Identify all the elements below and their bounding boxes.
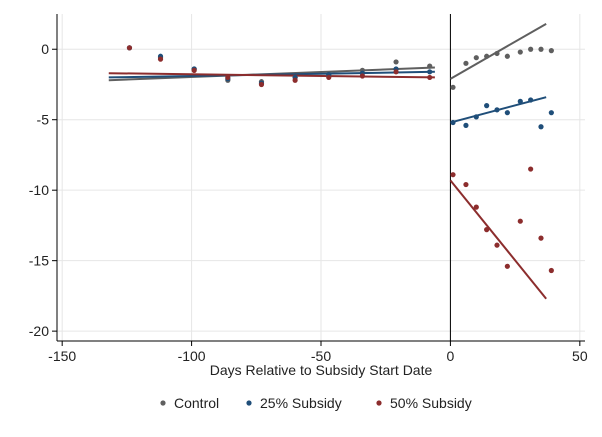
x-tick-label: 0	[447, 348, 455, 364]
data-point-25-subsidy	[484, 103, 490, 109]
data-point-50-subsidy	[494, 242, 500, 248]
legend-marker-control	[160, 400, 166, 406]
data-point-25-subsidy	[494, 107, 500, 113]
x-tick-label: -150	[48, 348, 76, 364]
data-point-50-subsidy	[548, 267, 554, 274]
data-point-25-subsidy	[427, 69, 433, 75]
legend-label-control: Control	[174, 395, 219, 411]
data-point-control	[473, 55, 479, 61]
data-point-50-subsidy	[517, 218, 523, 224]
data-point-50-subsidy	[326, 74, 332, 81]
data-point-50-subsidy	[359, 73, 366, 79]
data-point-25-subsidy	[538, 124, 544, 130]
data-point-50-subsidy	[504, 263, 510, 269]
data-point-50-subsidy	[450, 172, 456, 178]
data-point-50-subsidy	[258, 81, 265, 88]
data-point-50-subsidy	[484, 227, 490, 233]
data-point-control	[484, 53, 490, 59]
data-point-50-subsidy	[126, 45, 133, 51]
x-axis-title: Days Relative to Subsidy Start Date	[210, 362, 433, 378]
data-point-25-subsidy	[548, 110, 554, 116]
legend-marker-25-subsidy	[246, 400, 252, 406]
y-tick-label: -15	[29, 253, 49, 269]
data-point-50-subsidy	[427, 74, 433, 81]
x-tick-label: 50	[572, 348, 588, 364]
data-point-control	[494, 50, 500, 57]
data-point-control	[517, 49, 523, 55]
grid	[57, 14, 585, 341]
data-point-25-subsidy	[450, 119, 456, 126]
data-point-control	[427, 63, 433, 69]
legend-label-50-subsidy: 50% Subsidy	[390, 395, 472, 411]
data-point-25-subsidy	[517, 98, 523, 104]
pre-fit-line-50-subsidy	[108, 72, 435, 79]
data-point-50-subsidy	[528, 166, 534, 172]
data-point-50-subsidy	[393, 69, 399, 75]
data-point-50-subsidy	[292, 77, 298, 83]
data-point-control	[538, 46, 544, 52]
data-point-50-subsidy	[463, 181, 469, 188]
data-point-control	[450, 84, 456, 90]
data-point-50-subsidy	[225, 74, 231, 81]
data-point-25-subsidy	[528, 97, 534, 103]
x-tick-label: -50	[311, 348, 331, 364]
data-point-50-subsidy	[191, 67, 197, 73]
data-point-control	[504, 53, 510, 59]
y-tick-label: 0	[41, 41, 49, 57]
legend: Control 25% Subsidy 50% Subsidy	[160, 395, 472, 411]
x-tick-label: -100	[178, 348, 206, 364]
axes: 0 -5 -10 -15 -20 -150 -100 -50 0 50	[29, 14, 588, 364]
legend-label-25-subsidy: 25% Subsidy	[260, 395, 342, 411]
data-point-50-subsidy	[473, 204, 479, 210]
data-point-25-subsidy	[473, 114, 479, 120]
y-tick-label: -5	[37, 112, 50, 128]
y-tick-label: -20	[29, 323, 49, 339]
data-point-control	[548, 48, 554, 54]
fit-lines	[108, 14, 547, 341]
data-point-50-subsidy	[538, 235, 544, 241]
data-point-25-subsidy	[504, 110, 510, 116]
post-fit-line-50-subsidy	[449, 179, 547, 300]
data-point-50-subsidy	[157, 56, 164, 62]
data-point-control	[463, 60, 469, 66]
legend-marker-50-subsidy	[376, 400, 382, 406]
y-tick-label: -10	[29, 182, 49, 198]
data-point-25-subsidy	[463, 122, 469, 128]
data-point-control	[393, 59, 399, 65]
data-points	[126, 45, 554, 274]
data-point-control	[528, 46, 534, 52]
